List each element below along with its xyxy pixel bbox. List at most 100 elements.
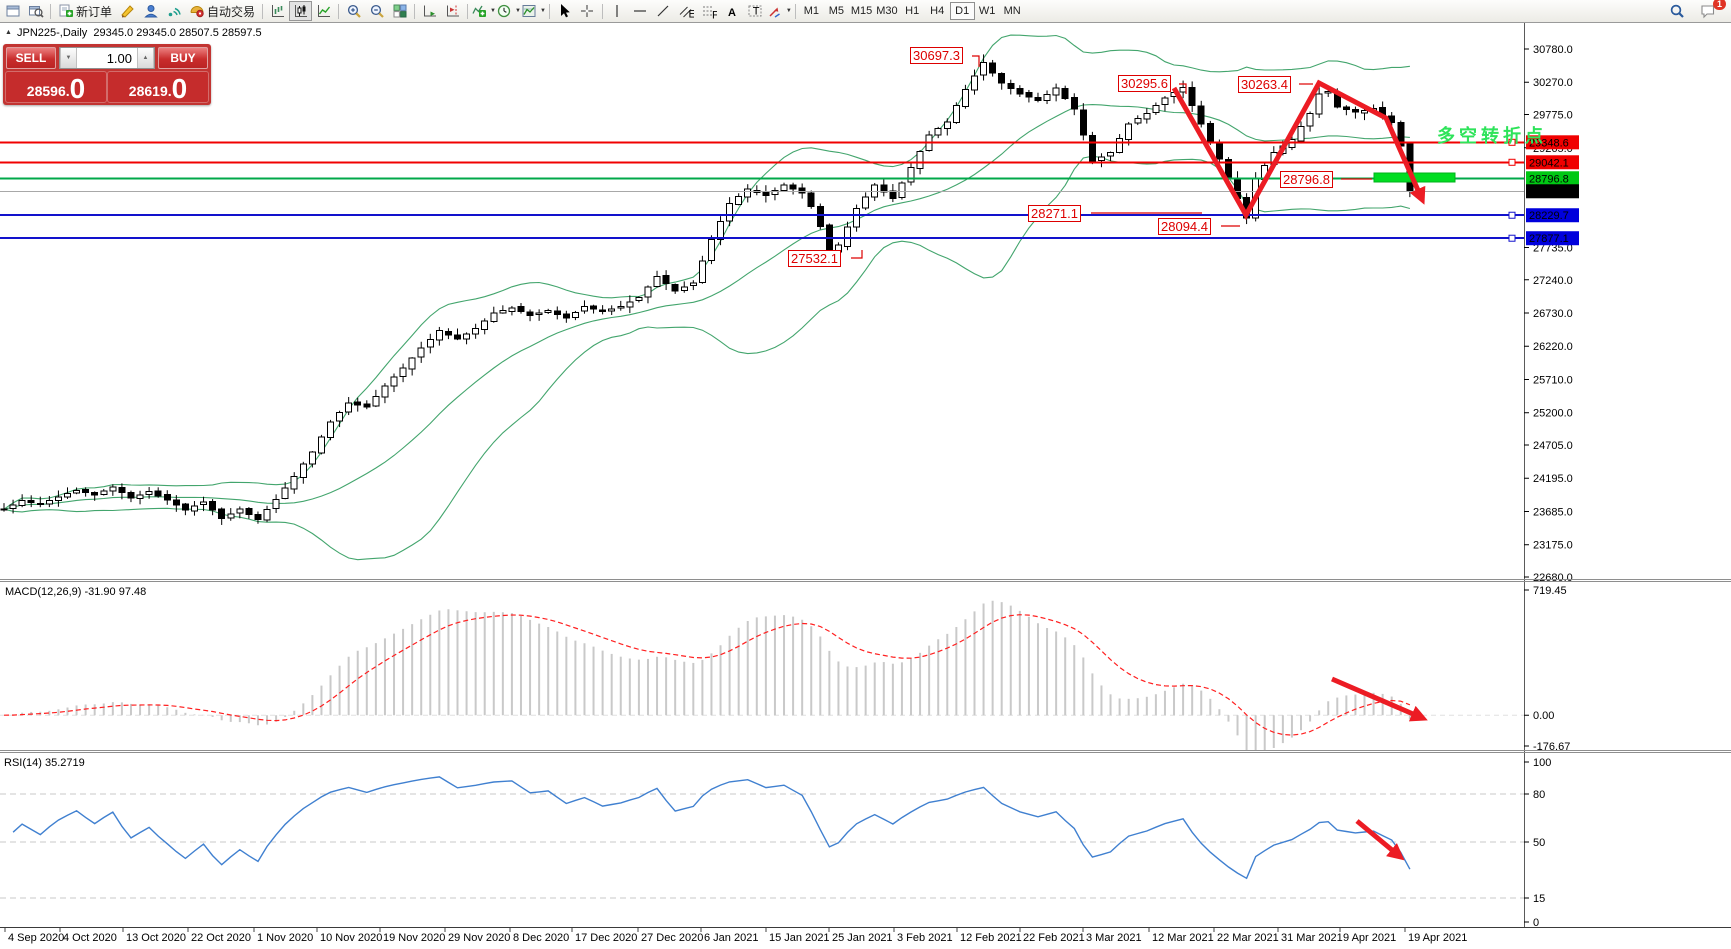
- periods-button[interactable]: ▼: [496, 1, 521, 21]
- equidistant-channel-button[interactable]: E: [675, 1, 698, 21]
- chartshift-icon: [446, 5, 459, 17]
- timeframe-W1[interactable]: W1: [978, 5, 996, 17]
- turning-point-note[interactable]: 多空转折点: [1437, 126, 1547, 146]
- timeframe-M15[interactable]: M15: [850, 5, 873, 17]
- svg-text:27735.0: 27735.0: [1533, 242, 1573, 254]
- price-axis[interactable]: 30780.030270.029775.029265.027735.027240…: [1524, 23, 1579, 929]
- chevron-down-icon[interactable]: ▼: [785, 8, 792, 14]
- trend-zigzag-arrow[interactable]: [1171, 79, 1426, 221]
- community-button[interactable]: [139, 1, 162, 21]
- toolbar-separator: [794, 3, 796, 19]
- price-annotation[interactable]: 30697.3: [910, 47, 963, 64]
- tline-icon: [657, 5, 669, 17]
- timeframe-M5[interactable]: M5: [828, 5, 844, 17]
- zoomout-icon: [370, 4, 384, 18]
- symbol-ohlc-line: JPN225-,Daily 29345.0 29345.0 28507.5 28…: [17, 27, 262, 39]
- timeframe-M30[interactable]: M30: [876, 5, 898, 17]
- line-chart-mode-button[interactable]: [312, 1, 335, 21]
- svg-text:30270.0: 30270.0: [1533, 77, 1573, 89]
- price-annotation[interactable]: 27532.1: [788, 250, 841, 267]
- zoom-out-button[interactable]: [365, 1, 388, 21]
- new-chart-button[interactable]: [1, 1, 24, 21]
- volume-input[interactable]: 1.00: [106, 50, 132, 66]
- svg-text:25710.0: 25710.0: [1533, 374, 1573, 386]
- svg-text:24705.0: 24705.0: [1533, 440, 1573, 452]
- chart-shift-button[interactable]: [441, 1, 464, 21]
- chevron-down-icon[interactable]: ▼: [539, 8, 546, 14]
- templates-button[interactable]: ▼: [521, 1, 546, 21]
- svg-text:22 Mar 2021: 22 Mar 2021: [1217, 932, 1279, 944]
- svg-text:0: 0: [1533, 917, 1539, 929]
- volume-increase-button[interactable]: ▲: [137, 48, 154, 68]
- crayon-button[interactable]: [116, 1, 139, 21]
- auto-scroll-button[interactable]: [418, 1, 441, 21]
- autotrading-button[interactable]: 自动交易: [185, 1, 259, 21]
- chart-preview-button[interactable]: [24, 1, 47, 21]
- sell-button[interactable]: SELL: [6, 47, 56, 69]
- toolbar-separator: [262, 3, 264, 19]
- fibonacci-button[interactable]: F: [698, 1, 721, 21]
- bar-chart-mode-button[interactable]: [266, 1, 289, 21]
- cursor-button[interactable]: [553, 1, 576, 21]
- svg-text:17 Dec 2020: 17 Dec 2020: [575, 932, 637, 944]
- trendline-button[interactable]: [652, 1, 675, 21]
- price-annotation[interactable]: 28796.8: [1280, 171, 1333, 188]
- price-annotation[interactable]: 30295.6: [1118, 75, 1171, 92]
- labelT-icon: T: [748, 5, 762, 18]
- cursor-icon: [561, 4, 571, 18]
- textA-icon: A: [728, 7, 736, 19]
- chevron-down-icon[interactable]: ▼: [490, 8, 496, 14]
- chat-button[interactable]: 1: [1696, 0, 1726, 21]
- tile-windows-button[interactable]: [388, 1, 411, 21]
- vertical-line-button[interactable]: [606, 1, 629, 21]
- horizontal-line-button[interactable]: [629, 1, 652, 21]
- volume-decrease-button[interactable]: ▼: [60, 48, 77, 68]
- svg-text:23175.0: 23175.0: [1533, 540, 1573, 552]
- macd-pane: [0, 600, 1524, 750]
- text-label-button[interactable]: T: [744, 1, 767, 21]
- indicators-button[interactable]: ▼: [471, 1, 496, 21]
- svg-text:29042.1: 29042.1: [1529, 157, 1569, 169]
- buy-price: 28619. 0: [107, 71, 209, 103]
- indicators-icon: [472, 5, 487, 17]
- toolbar-separator: [548, 3, 550, 19]
- chat-icon: [1700, 5, 1714, 19]
- bars-icon: [271, 5, 284, 17]
- timeframe-M1[interactable]: M1: [803, 5, 819, 17]
- macd-down-arrow[interactable]: [1331, 676, 1428, 722]
- crosshair-button[interactable]: [576, 1, 599, 21]
- svg-text:27877.1: 27877.1: [1529, 233, 1569, 245]
- signals-button[interactable]: [162, 1, 185, 21]
- annotation-leader: [1179, 83, 1187, 94]
- text-button[interactable]: A: [721, 1, 744, 21]
- timeframe-H4[interactable]: H4: [930, 5, 945, 17]
- svg-text:22 Oct 2020: 22 Oct 2020: [191, 932, 251, 944]
- rsi-line: [12, 776, 1411, 880]
- timeframe-MN[interactable]: MN: [1003, 5, 1021, 17]
- svg-text:19 Nov 2020: 19 Nov 2020: [383, 932, 445, 944]
- new-order-button[interactable]: 新订单: [54, 1, 116, 21]
- timeframe-H1[interactable]: H1: [905, 5, 920, 17]
- timeframe-D1[interactable]: D1: [949, 2, 975, 20]
- svg-text:T: T: [753, 6, 760, 18]
- panel-collapse-arrow[interactable]: ▲: [5, 29, 12, 36]
- arrows-button[interactable]: ▼: [767, 1, 792, 21]
- price-annotation[interactable]: 28094.4: [1158, 218, 1211, 235]
- svg-text:-176.67: -176.67: [1533, 741, 1570, 753]
- buy-button[interactable]: BUY: [158, 47, 208, 69]
- search-button[interactable]: [1665, 1, 1688, 21]
- price-tag: [1526, 184, 1579, 199]
- svg-text:22680.0: 22680.0: [1533, 572, 1573, 584]
- zoom-in-button[interactable]: [342, 1, 365, 21]
- toolbar-separator: [601, 3, 603, 19]
- price-annotation[interactable]: 28271.1: [1028, 205, 1081, 222]
- svg-text:50: 50: [1533, 837, 1545, 849]
- candle-chart-mode-button[interactable]: [289, 1, 313, 21]
- bollinger-upper-band: [3, 34, 1410, 510]
- price-annotation[interactable]: 30263.4: [1238, 76, 1291, 93]
- svg-text:13 Oct 2020: 13 Oct 2020: [126, 932, 186, 944]
- chevron-down-icon[interactable]: ▼: [514, 8, 521, 14]
- rsi-down-arrow[interactable]: [1355, 819, 1405, 861]
